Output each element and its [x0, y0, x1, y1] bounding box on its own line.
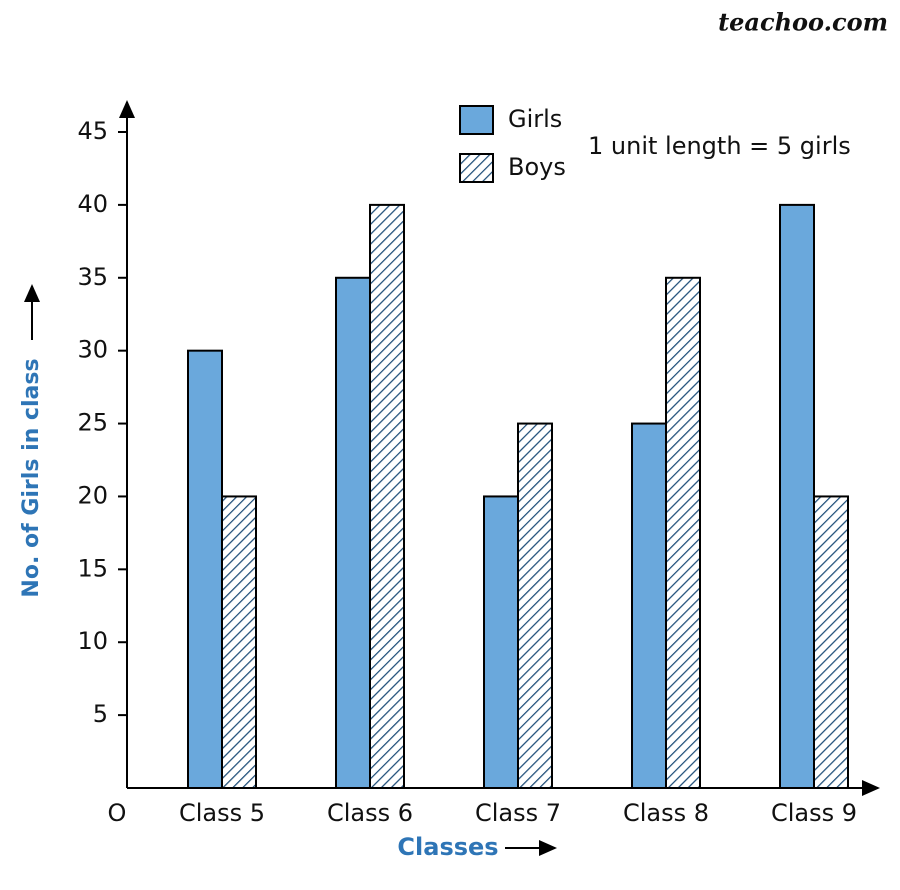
- y-tick-label: 30: [77, 336, 108, 364]
- bar: [335, 276, 371, 789]
- watermark: teachoo.com: [718, 8, 888, 37]
- legend-swatch: [459, 153, 494, 183]
- legend-label: Girls: [508, 105, 562, 133]
- y-axis-label: No. of Girls in class: [19, 358, 44, 597]
- y-tick-label: 10: [77, 627, 108, 655]
- origin-label: O: [108, 799, 127, 827]
- y-tick-label: 35: [77, 263, 108, 291]
- bar: [221, 495, 257, 789]
- x-tick-label: Class 9: [771, 799, 857, 827]
- x-tick-label: Class 7: [475, 799, 561, 827]
- bar: [665, 276, 701, 789]
- bar: [517, 422, 553, 789]
- bar: [483, 495, 519, 789]
- x-axis-label: Classes: [397, 833, 498, 861]
- bar: [369, 203, 405, 789]
- y-tick-label: 25: [77, 409, 108, 437]
- y-tick-label: 40: [77, 190, 108, 218]
- bar: [187, 349, 223, 789]
- x-tick-label: Class 6: [327, 799, 413, 827]
- y-tick-label: 20: [77, 481, 108, 509]
- y-tick-label: 15: [77, 554, 108, 582]
- bar: [631, 422, 667, 789]
- annotation: 1 unit length = 5 girls: [588, 132, 851, 160]
- x-tick-label: Class 5: [179, 799, 265, 827]
- legend-label: Boys: [508, 153, 566, 181]
- y-tick-label: 5: [93, 700, 108, 728]
- x-tick-label: Class 8: [623, 799, 709, 827]
- legend-swatch: [459, 105, 494, 135]
- bar: [779, 203, 815, 789]
- y-tick-label: 45: [77, 117, 108, 145]
- bar: [813, 495, 849, 789]
